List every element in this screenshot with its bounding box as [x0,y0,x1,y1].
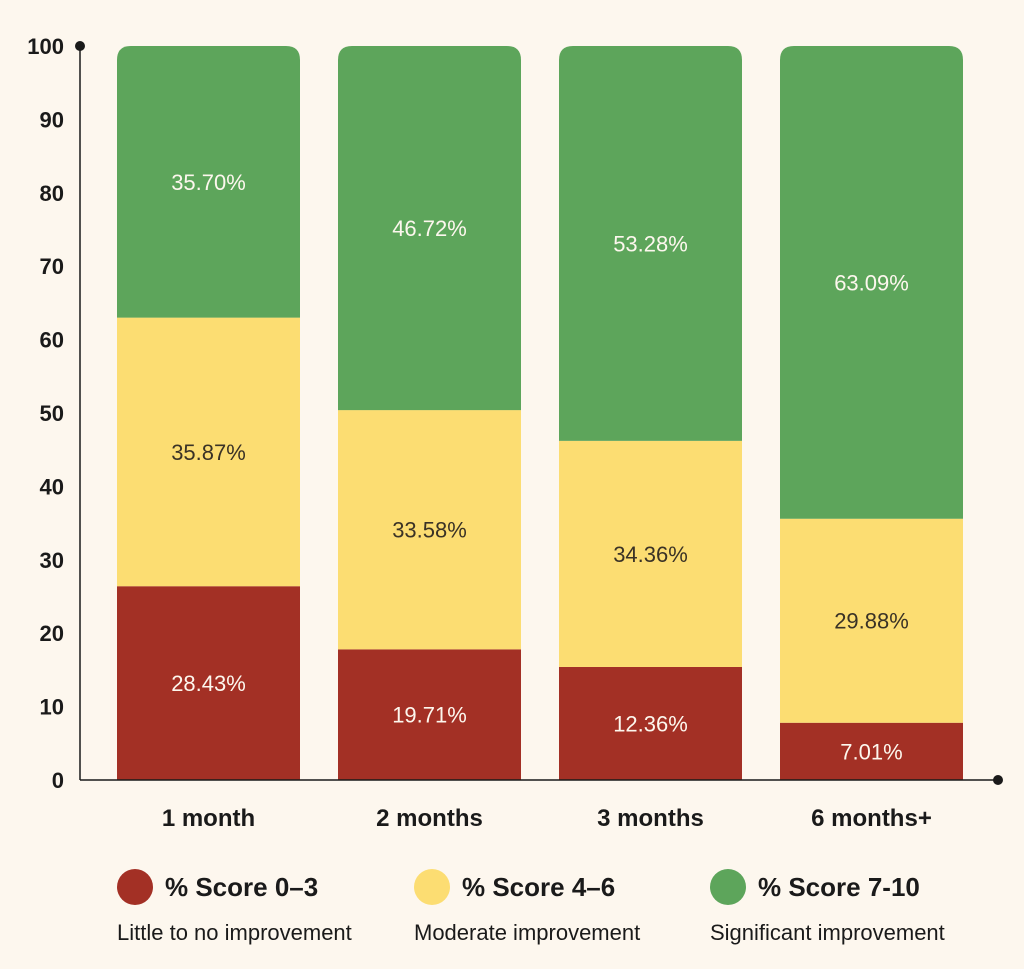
data-label: 12.36% [613,711,688,736]
data-label: 46.72% [392,216,467,241]
y-tick-label: 20 [40,621,64,646]
y-tick-label: 40 [40,474,64,499]
bar-segment [780,46,963,519]
data-label: 33.58% [392,518,467,543]
y-axis-end-dot [75,41,85,51]
bar-segment [559,440,742,667]
stacked-bar-chart: 0 10 20 30 40 50 60 70 80 90 100 28.43% 35.87% 35.70%… [27,34,1003,832]
legend: % Score 0–3 Little to no improvement % S… [0,866,1024,966]
legend-description: Moderate improvement [414,920,641,945]
bar-segment [117,586,300,780]
bar-segment [338,649,521,780]
bar-segment [559,666,742,780]
legend-title: % Score 7-10 [758,872,920,902]
bar-segment [780,518,963,723]
bar-segment [338,46,521,411]
data-label: 63.09% [834,270,909,295]
x-axis-end-dot [993,775,1003,785]
data-label: 35.87% [171,440,246,465]
data-label: 19.71% [392,703,467,728]
data-label: 34.36% [613,542,688,567]
y-tick-label: 70 [40,254,64,279]
legend-description: Significant improvement [710,920,945,945]
legend-swatch-red [117,869,153,905]
bar-segment [117,46,300,318]
x-tick-label: 1 month [162,805,255,832]
x-tick-label: 3 months [597,805,704,832]
x-tick-label: 6 months+ [811,805,932,832]
y-tick-label: 60 [40,328,64,353]
y-tick-label: 0 [52,768,64,793]
legend-description: Little to no improvement [117,920,352,945]
y-tick-label: 80 [40,181,64,206]
data-label: 7.01% [840,739,902,764]
data-label: 53.28% [613,231,688,256]
y-tick-label: 50 [40,401,64,426]
legend-title: % Score 4–6 [462,872,616,902]
bar-segment [780,722,963,780]
bar-segment [117,317,300,587]
y-tick-label: 90 [40,107,64,132]
legend-swatch-green [710,869,746,905]
y-tick-label: 10 [40,695,64,720]
data-label: 29.88% [834,609,909,634]
bar-segment [559,46,742,441]
x-tick-label: 2 months [376,805,483,832]
bar-segment [338,410,521,650]
y-tick-label: 100 [27,34,64,59]
data-label: 35.70% [171,170,246,195]
legend-swatch-yellow [414,869,450,905]
y-tick-label: 30 [40,548,64,573]
legend-title: % Score 0–3 [165,872,319,902]
data-label: 28.43% [171,671,246,696]
